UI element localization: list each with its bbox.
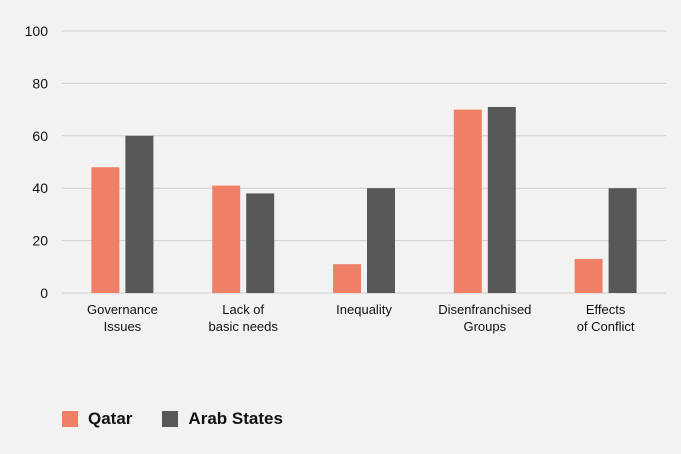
x-tick-label-line: Disenfranchised (438, 302, 531, 317)
x-tick-label-line: Governance (87, 302, 158, 317)
x-tick-label-3: Disenfranchised Groups (438, 302, 531, 334)
bar-qatar-0 (91, 167, 120, 293)
x-tick-label-line: Effects (586, 302, 626, 317)
y-tick-label-80: 80 (32, 75, 48, 91)
y-tick-label-60: 60 (32, 128, 48, 144)
legend-swatch-arab-states (162, 411, 179, 427)
legend-item-qatar: Qatar (62, 409, 132, 429)
bar-arab-states-3 (487, 106, 516, 293)
x-tick-label-2: Inequality (336, 302, 392, 317)
x-tick-label-line: of Conflict (577, 319, 635, 334)
x-tick-label-line: basic needs (209, 319, 279, 334)
legend-label-arab-states: Arab States (188, 409, 283, 428)
legend: Qatar Arab States (62, 409, 283, 429)
y-tick-label-20: 20 (32, 233, 48, 249)
y-tick-label-100: 100 (25, 23, 49, 39)
bar-arab-states-0 (125, 135, 154, 293)
bar-arab-states-4 (608, 188, 637, 293)
x-tick-label-line: Issues (104, 319, 142, 334)
y-tick-label-40: 40 (32, 180, 48, 196)
bar-arab-states-2 (367, 188, 395, 293)
x-tick-label-line: Groups (463, 319, 506, 334)
legend-item-arab-states: Arab States (162, 409, 283, 429)
legend-label-qatar: Qatar (88, 409, 133, 428)
legend-swatch-qatar (62, 411, 78, 427)
bar-qatar-3 (453, 109, 482, 293)
x-tick-label-line: Lack of (222, 302, 264, 317)
x-tick-label-line: Inequality (336, 302, 392, 317)
bar-qatar-4 (574, 258, 603, 293)
x-tick-label-0: Governance Issues (87, 302, 158, 334)
y-tick-label-0: 0 (40, 285, 48, 301)
bar-qatar-1 (212, 185, 241, 293)
x-tick-label-4: Effects of Conflict (577, 302, 635, 334)
x-tick-label-1: Lack of basic needs (209, 302, 279, 334)
bar-qatar-2 (333, 264, 361, 293)
bar-arab-states-1 (246, 193, 275, 293)
